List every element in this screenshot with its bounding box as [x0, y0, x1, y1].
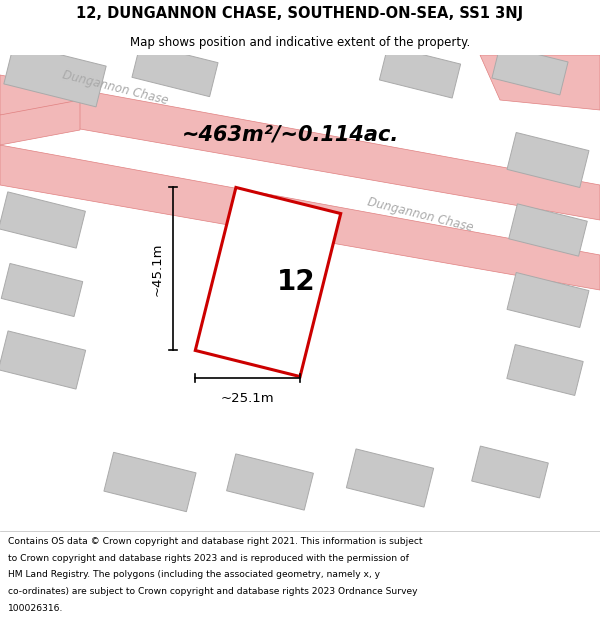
Text: Dungannon Chase: Dungannon Chase [61, 69, 169, 108]
Text: Contains OS data © Crown copyright and database right 2021. This information is : Contains OS data © Crown copyright and d… [8, 537, 422, 546]
Polygon shape [507, 272, 589, 328]
Polygon shape [0, 75, 600, 220]
Polygon shape [492, 45, 568, 95]
Text: co-ordinates) are subject to Crown copyright and database rights 2023 Ordnance S: co-ordinates) are subject to Crown copyr… [8, 588, 418, 596]
Polygon shape [480, 55, 600, 110]
Polygon shape [472, 446, 548, 498]
Polygon shape [507, 344, 583, 396]
Polygon shape [104, 452, 196, 512]
Polygon shape [379, 46, 461, 98]
Polygon shape [507, 132, 589, 188]
Text: to Crown copyright and database rights 2023 and is reproduced with the permissio: to Crown copyright and database rights 2… [8, 554, 409, 562]
Polygon shape [227, 454, 313, 510]
Text: Dungannon Chase: Dungannon Chase [366, 196, 474, 234]
Polygon shape [0, 100, 80, 145]
Text: HM Land Registry. The polygons (including the associated geometry, namely x, y: HM Land Registry. The polygons (includin… [8, 571, 380, 579]
Polygon shape [132, 43, 218, 97]
Text: 12: 12 [277, 268, 316, 296]
Text: 100026316.: 100026316. [8, 604, 63, 613]
Polygon shape [1, 264, 83, 316]
Polygon shape [195, 188, 341, 377]
Text: Map shows position and indicative extent of the property.: Map shows position and indicative extent… [130, 36, 470, 49]
Polygon shape [0, 331, 86, 389]
Polygon shape [346, 449, 434, 507]
Text: ~463m²/~0.114ac.: ~463m²/~0.114ac. [181, 125, 398, 145]
Text: ~45.1m: ~45.1m [150, 242, 163, 296]
Text: 12, DUNGANNON CHASE, SOUTHEND-ON-SEA, SS1 3NJ: 12, DUNGANNON CHASE, SOUTHEND-ON-SEA, SS… [76, 6, 524, 21]
Polygon shape [0, 145, 600, 290]
Text: ~25.1m: ~25.1m [221, 392, 274, 406]
Polygon shape [509, 204, 587, 256]
Polygon shape [0, 192, 85, 248]
Polygon shape [4, 43, 106, 107]
